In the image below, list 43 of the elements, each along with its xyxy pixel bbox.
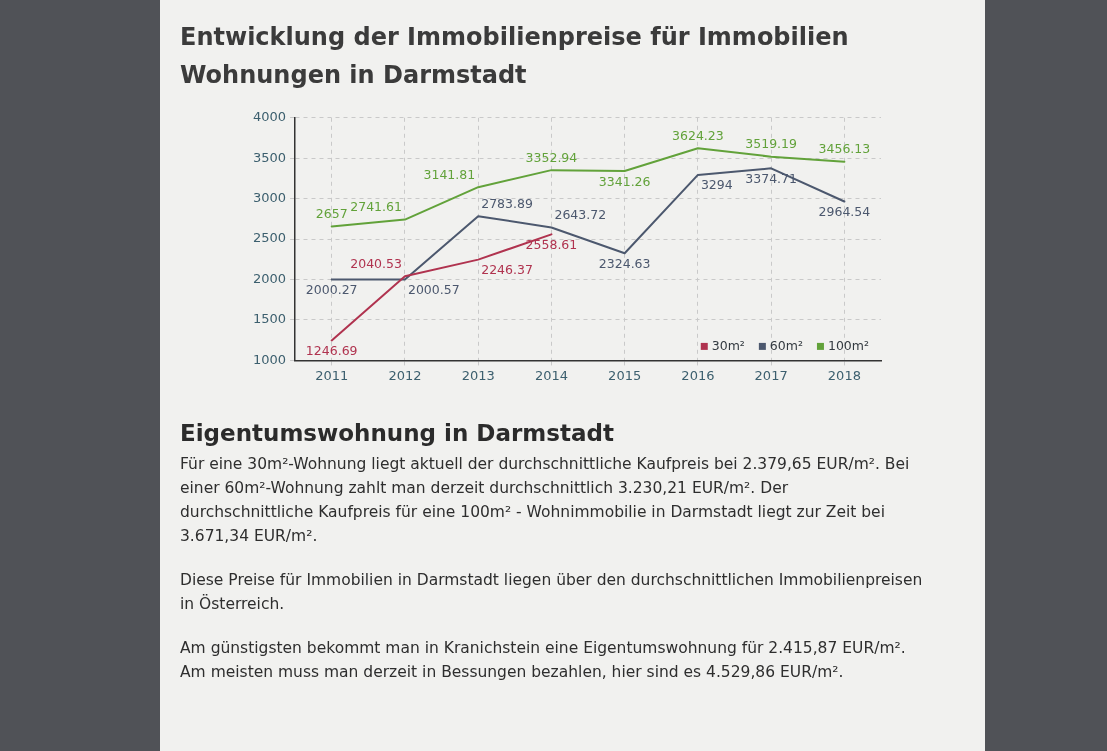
text: Für eine 30m²-Wohnung liegt aktuell der durchschnittliche Kaufpreis bei 2.379,65 EUR/m². Bei einer 60m²-Wohnung zahlt man derzeit durchschnittlich 3.230,21 EUR/m². Der durchschnittliche Kaufpreis für eine 100m² - Wohnimmobilie in Darmstadt liegt zur Zeit bei 3.671,34 EUR/m². — [180, 454, 911, 547]
data-label: 2741.61 — [350, 199, 402, 215]
x-tick-label: 2018 — [827, 367, 861, 383]
x-tick-label: 2017 — [754, 367, 788, 383]
data-label: 2558.61 — [525, 236, 578, 252]
data-label: 1246.69 — [305, 342, 358, 358]
y-tick-label: 4000 — [252, 109, 287, 125]
text: Diese Preise für Immobilien in Darmstadt liegen über den durchschnittlichen Immobilienpreisen in Österreich. — [180, 570, 924, 615]
data-label: 2657 — [315, 205, 348, 221]
data-label: 3374.71 — [745, 170, 797, 186]
data-label: 2783.89 — [481, 195, 533, 211]
data-label: 3141.81 — [423, 166, 476, 182]
data-label: 2000.27 — [305, 282, 358, 298]
x-tick-label: 2014 — [534, 367, 568, 383]
y-tick-label: 1500 — [252, 311, 287, 327]
chart-title: Entwicklung der Immobilienpreise für Immobilien Wohnungen in Darmstadt — [180, 22, 850, 91]
x-tick-label: 2012 — [388, 367, 422, 383]
x-tick-label: 2013 — [461, 367, 495, 383]
data-label: 2246.37 — [481, 262, 533, 278]
y-tick-label: 2000 — [252, 270, 287, 286]
data-label: 2000.57 — [407, 281, 460, 297]
data-label: 2964.54 — [818, 204, 871, 220]
data-label: 3294 — [700, 177, 733, 193]
legend-label: 100m² — [827, 337, 869, 353]
text: Am günstigsten bekommt man in Kranichstein eine Eigentumswohnung für 2.415,87 EUR/m². Am meisten muss man derzeit in Bessungen bezahlen, hier sind es 4.529,86 EUR/m². — [180, 638, 907, 683]
x-tick-label: 2011 — [315, 367, 349, 383]
x-tick-label: 2015 — [608, 367, 642, 383]
y-tick-label: 3500 — [252, 149, 287, 165]
data-label: 3519.19 — [745, 136, 798, 152]
data-label: 3352.94 — [525, 149, 578, 165]
y-tick-label: 1000 — [252, 351, 287, 367]
legend-label: 30m² — [711, 337, 745, 353]
data-label: 2324.63 — [598, 255, 651, 271]
data-label: 2040.53 — [350, 255, 402, 271]
text: Eigentumswohnung in Darmstadt — [180, 420, 615, 446]
data-label: 3624.23 — [672, 127, 724, 143]
y-tick-label: 3000 — [252, 190, 287, 206]
data-label: 2643.72 — [554, 206, 607, 222]
legend-label: 60m² — [769, 337, 803, 353]
data-label: 3341.26 — [598, 173, 651, 189]
x-tick-label: 2016 — [681, 367, 715, 383]
y-tick-label: 2500 — [252, 230, 287, 246]
data-label: 3456.13 — [818, 141, 871, 157]
